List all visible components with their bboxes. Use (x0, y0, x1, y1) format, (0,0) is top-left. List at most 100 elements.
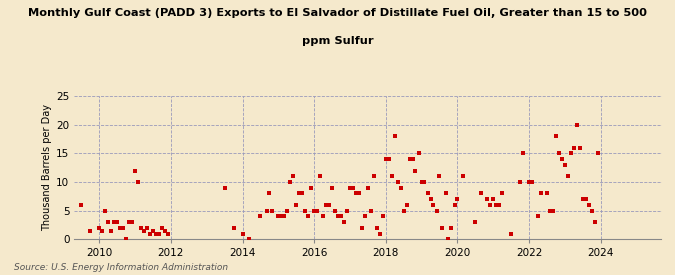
Point (138, 229, 149, 233)
Point (318, 214, 329, 219)
Point (315, 174, 325, 178)
Point (401, 203, 412, 207)
Point (100, 208, 111, 213)
Point (547, 208, 558, 213)
Point (535, 191, 546, 196)
Point (398, 208, 409, 213)
Point (470, 220, 481, 224)
Point (350, 191, 361, 196)
Point (524, 180, 535, 184)
Point (142, 226, 153, 230)
Point (159, 229, 170, 233)
Point (338, 220, 349, 224)
Point (562, 174, 573, 178)
Point (446, 226, 457, 230)
Point (308, 208, 319, 213)
Point (255, 214, 266, 219)
Point (425, 197, 436, 201)
Point (497, 191, 508, 196)
Point (589, 220, 600, 224)
Point (342, 208, 352, 213)
Point (407, 157, 418, 161)
Point (482, 197, 493, 201)
Point (392, 180, 403, 184)
Point (494, 203, 505, 207)
Point (431, 208, 442, 213)
Point (485, 203, 495, 207)
Point (428, 203, 439, 207)
Point (136, 226, 146, 230)
Point (219, 186, 230, 190)
Point (413, 151, 424, 156)
Point (76, 203, 87, 207)
Point (115, 226, 126, 230)
Point (85, 229, 96, 233)
Point (416, 180, 427, 184)
Point (557, 157, 568, 161)
Y-axis label: Thousand Barrels per Day: Thousand Barrels per Day (42, 104, 52, 231)
Point (365, 208, 376, 213)
Point (423, 191, 433, 196)
Point (302, 214, 313, 219)
Point (377, 214, 388, 219)
Point (327, 186, 338, 190)
Point (157, 226, 167, 230)
Point (362, 186, 373, 190)
Point (476, 191, 487, 196)
Point (300, 208, 310, 213)
Point (106, 229, 117, 233)
Point (335, 214, 346, 219)
Point (419, 180, 430, 184)
Point (127, 220, 138, 224)
Point (396, 186, 406, 190)
Point (118, 226, 129, 230)
Point (144, 231, 155, 236)
Point (297, 191, 308, 196)
Point (383, 157, 394, 161)
Point (449, 203, 460, 207)
Point (321, 203, 331, 207)
Point (566, 151, 576, 156)
Point (348, 186, 358, 190)
Point (163, 231, 173, 236)
Point (132, 180, 143, 184)
Point (518, 151, 529, 156)
Point (151, 231, 161, 236)
Point (324, 203, 335, 207)
Point (458, 174, 469, 178)
Text: ppm Sulfur: ppm Sulfur (302, 36, 373, 46)
Point (148, 229, 159, 233)
Point (333, 214, 344, 219)
Point (360, 214, 371, 219)
Point (506, 231, 516, 236)
Point (544, 208, 555, 213)
Point (154, 231, 165, 236)
Point (560, 163, 570, 167)
Point (130, 168, 140, 173)
Point (583, 203, 594, 207)
Point (541, 191, 552, 196)
Point (369, 174, 379, 178)
Point (580, 197, 591, 201)
Point (452, 197, 463, 201)
Point (593, 151, 603, 156)
Point (356, 226, 367, 230)
Point (571, 123, 582, 127)
Point (273, 214, 284, 219)
Point (306, 186, 317, 190)
Point (124, 220, 134, 224)
Point (526, 180, 537, 184)
Point (410, 168, 421, 173)
Point (554, 151, 564, 156)
Point (568, 145, 579, 150)
Point (551, 134, 562, 139)
Point (371, 226, 382, 230)
Point (121, 237, 132, 241)
Point (587, 208, 597, 213)
Point (294, 191, 304, 196)
Point (94, 226, 105, 230)
Point (228, 226, 239, 230)
Point (288, 174, 299, 178)
Point (404, 157, 415, 161)
Point (443, 237, 454, 241)
